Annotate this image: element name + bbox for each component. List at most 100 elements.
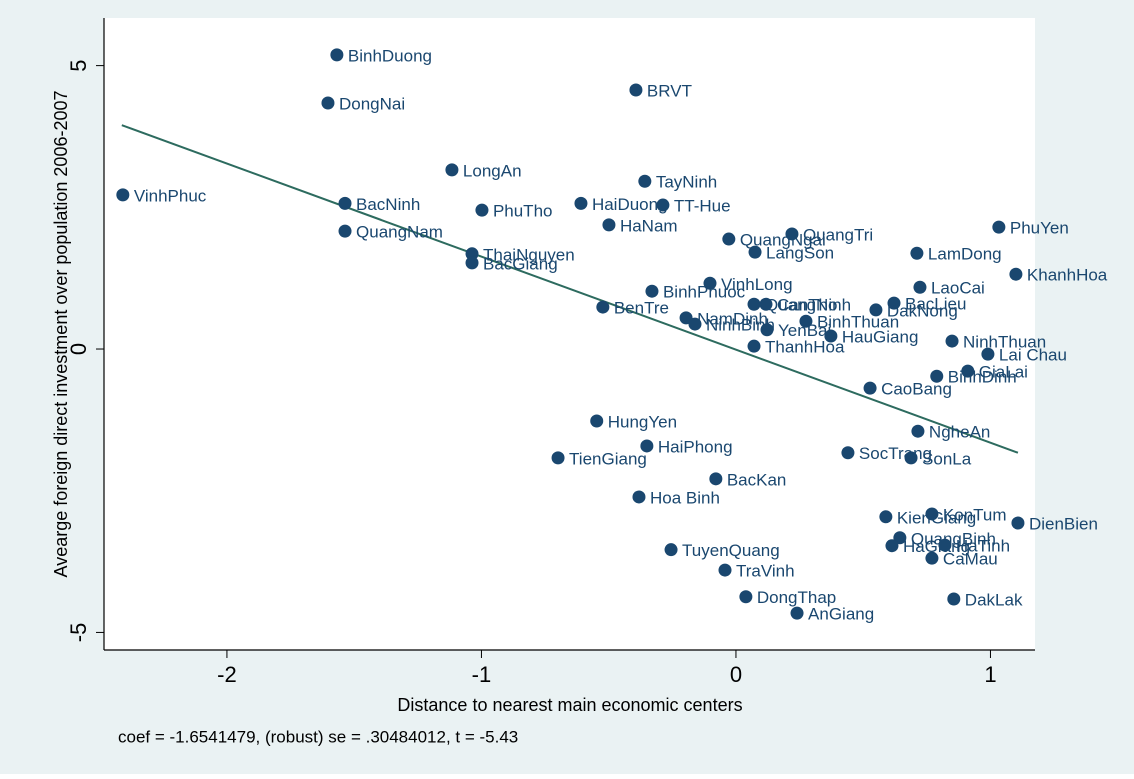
point-label: QuangNam: [356, 223, 443, 242]
point-label: TienGiang: [569, 449, 647, 468]
point-label: QuangTri: [803, 225, 873, 244]
point-label: TayNinh: [656, 173, 717, 192]
point-label: BinhDinh: [948, 368, 1017, 387]
point: [961, 364, 975, 378]
point-label: BenTre: [614, 299, 669, 318]
point: [760, 323, 774, 337]
x-tick-label: -1: [472, 662, 492, 687]
point-label: LongAn: [463, 161, 522, 180]
point: [925, 507, 939, 521]
point-label: SocTrang: [859, 444, 932, 463]
point: [748, 245, 762, 259]
point-label: DienBien: [1029, 515, 1098, 534]
point-label: LamDong: [928, 245, 1002, 264]
point-label: DakNong: [887, 301, 958, 320]
point: [709, 472, 723, 486]
point: [338, 196, 352, 210]
point: [747, 297, 761, 311]
point: [747, 339, 761, 353]
point: [722, 232, 736, 246]
point: [629, 83, 643, 97]
note: coef = -1.6541479, (robust) se = .304840…: [118, 727, 518, 746]
point: [910, 246, 924, 260]
point-label: CanTho: [777, 296, 837, 315]
point: [869, 303, 883, 317]
point-label: GiaLai: [979, 363, 1028, 382]
point: [465, 247, 479, 261]
point-label: DongThap: [757, 588, 836, 607]
point-label: LangSon: [766, 244, 834, 263]
x-tick-label: 0: [730, 662, 742, 687]
point-label: VinhPhuc: [134, 186, 207, 205]
point-label: BinhPhuoc: [663, 283, 746, 302]
point: [656, 198, 670, 212]
point: [885, 539, 899, 553]
point: [116, 188, 130, 202]
point-label: ThaiNguyen: [483, 245, 575, 264]
y-tick-label: 0: [66, 343, 91, 355]
point: [596, 300, 610, 314]
point-label: PhuYen: [1010, 219, 1069, 238]
plot-area: [104, 18, 1035, 650]
point-label: PhuTho: [493, 202, 553, 221]
point: [590, 414, 604, 428]
point: [947, 592, 961, 606]
point-label: HauGiang: [842, 327, 919, 346]
point: [465, 256, 479, 270]
point: [904, 451, 918, 465]
y-tick-label: -5: [66, 623, 91, 643]
point: [645, 284, 659, 298]
point: [930, 369, 944, 383]
point-label: SonLa: [922, 449, 972, 468]
point-label: TT-Hue: [674, 197, 731, 216]
point-label: DakLak: [965, 590, 1023, 609]
point-label: CaMau: [943, 550, 998, 569]
point-label: HaiDuong: [592, 195, 668, 214]
point: [1009, 267, 1023, 281]
point-label: NamDinh: [697, 309, 768, 328]
point: [321, 96, 335, 110]
x-tick-label: 1: [984, 662, 996, 687]
point: [887, 296, 901, 310]
point: [799, 314, 813, 328]
point-label: HaTinh: [956, 537, 1010, 556]
point-label: QuangBinh: [911, 529, 996, 548]
y-tick-label: 5: [66, 59, 91, 71]
point: [981, 347, 995, 361]
point: [445, 163, 459, 177]
point: [785, 227, 799, 241]
point: [632, 490, 646, 504]
point-label: BacLieu: [905, 295, 966, 314]
point: [841, 446, 855, 460]
point: [739, 590, 753, 604]
point-label: KhanhHoa: [1027, 266, 1108, 285]
point: [330, 48, 344, 62]
point: [602, 218, 616, 232]
point: [863, 381, 877, 395]
point-label: ThanhHoa: [765, 338, 845, 357]
point: [338, 224, 352, 238]
point-label: BacGiang: [483, 254, 558, 273]
point: [913, 280, 927, 294]
point: [640, 439, 654, 453]
point: [718, 563, 732, 577]
point: [938, 538, 952, 552]
point: [664, 543, 678, 557]
point: [893, 531, 907, 545]
point: [945, 334, 959, 348]
point-label: BinhDuong: [348, 46, 432, 65]
point-label: YenBai: [778, 321, 831, 340]
point-label: Hoa Binh: [650, 488, 720, 507]
x-tick-label: -2: [217, 662, 237, 687]
point-label: BRVT: [647, 81, 692, 100]
x-axis-title: Distance to nearest main economic center…: [397, 695, 742, 715]
point: [638, 174, 652, 188]
point-label: HaiPhong: [658, 437, 733, 456]
point-label: Lai Chau: [999, 346, 1067, 365]
point-label: HaNam: [620, 216, 678, 235]
point: [703, 276, 717, 290]
y-axis-title: Avearge foreign direct investment over p…: [51, 91, 71, 578]
point-label: HaGiang: [903, 537, 970, 556]
point-label: HungYen: [608, 412, 677, 431]
point-label: VinhLong: [721, 275, 793, 294]
